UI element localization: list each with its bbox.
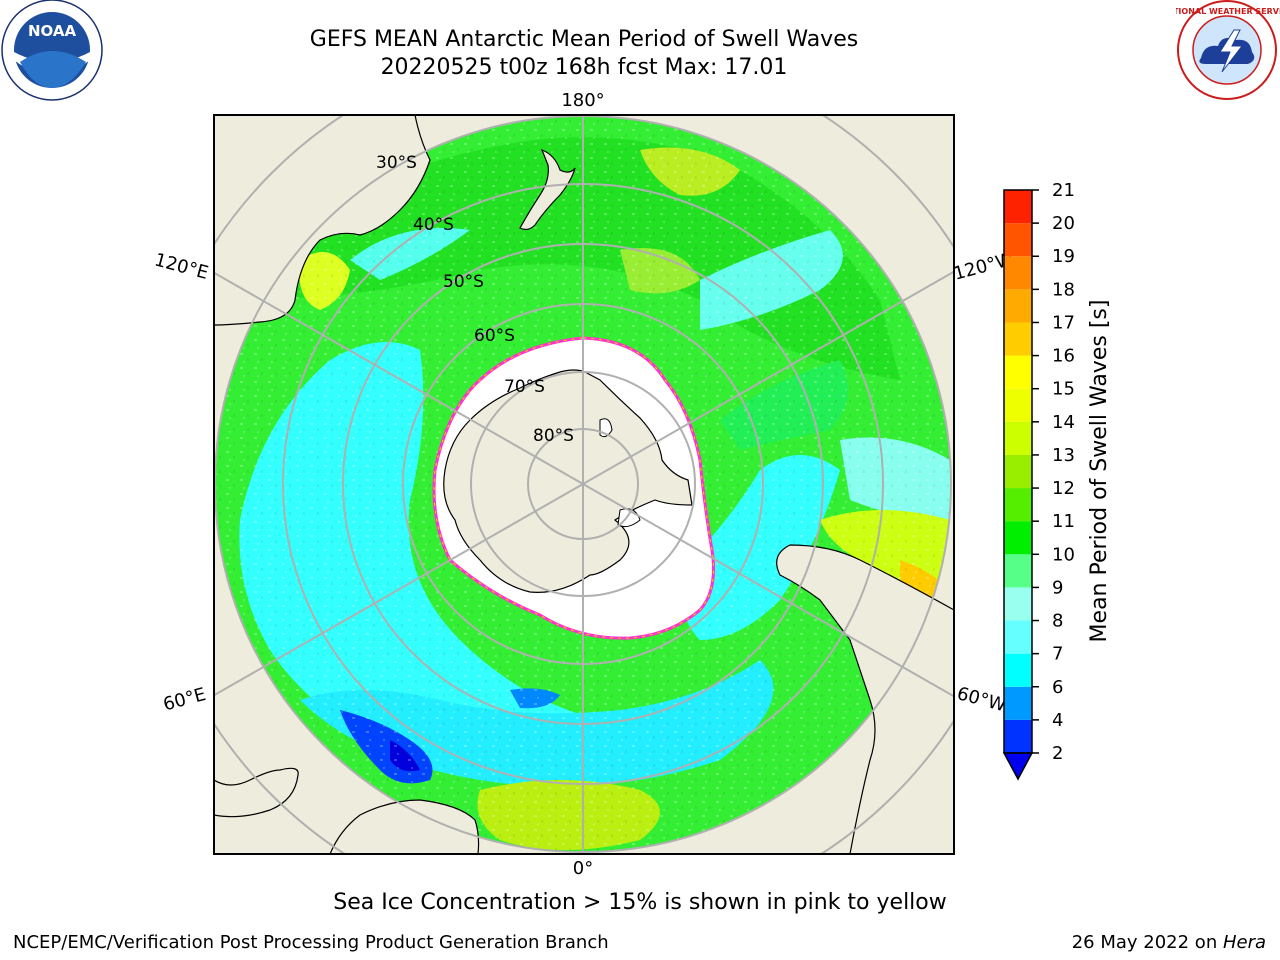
date-credit-text: 26 May 2022 on	[1071, 932, 1223, 953]
colorbar-label: Mean Period of Swell Waves [s]	[1087, 300, 1112, 643]
colorbar-segment	[1004, 421, 1032, 455]
colorbar-segment	[1004, 686, 1032, 720]
producer-credit: NCEP/EMC/Verification Post Processing Pr…	[13, 932, 609, 953]
africa-land	[329, 799, 480, 854]
map-title: GEFS MEAN Antarctic Mean Period of Swell…	[309, 27, 859, 52]
lon-label-60e: 60°E	[161, 684, 208, 715]
colorbar-tick-label: 2	[1052, 743, 1063, 764]
colorbar-segment	[1004, 554, 1032, 588]
colorbar-segment	[1004, 521, 1032, 555]
south-america-land	[776, 544, 954, 854]
new-zealand-land	[519, 148, 576, 231]
lat-label-40s: 40°S	[413, 215, 454, 235]
colorbar-tick-label: 20	[1052, 213, 1075, 234]
colorbar-tick-label: 17	[1052, 312, 1075, 333]
svg-text:NOAA: NOAA	[28, 22, 77, 40]
colorbar-segment	[1004, 653, 1032, 687]
sea-ice-edge-yellow	[433, 337, 714, 639]
lon-label-0: 0°	[573, 858, 593, 879]
colorbar-tick-label: 16	[1052, 346, 1075, 367]
colorbar-frame	[1003, 189, 1033, 754]
colorbar-tick-label: 12	[1052, 478, 1075, 499]
noaa-logo: NOAA	[1, 0, 103, 101]
map-subtitle: 20220525 t00z 168h fcst Max: 17.01	[380, 55, 788, 80]
lat-label-70s: 70°S	[504, 377, 545, 397]
lon-label-120e: 120°E	[152, 249, 210, 283]
australia-land	[214, 115, 431, 326]
lat-label-50s: 50°S	[443, 272, 484, 292]
colorbar-segment	[1004, 355, 1032, 389]
antarctica-land	[443, 369, 693, 593]
colorbar-tick-label: 4	[1052, 710, 1063, 731]
colorbar-tick-label: 9	[1052, 577, 1063, 598]
colorbar-segment	[1004, 388, 1032, 422]
map-frame-content: 30°S 40°S 50°S 60°S 70°S 80°S	[214, 115, 954, 854]
colorbar-segment	[1004, 256, 1032, 290]
colorbar-segment	[1004, 719, 1032, 753]
colorbar-segment	[1004, 322, 1032, 356]
svg-text:NATIONAL WEATHER SERVICE: NATIONAL WEATHER SERVICE	[1176, 7, 1280, 16]
madagascar-land	[214, 767, 299, 818]
colorbar-tick-label: 7	[1052, 644, 1063, 665]
colorbar-segment	[1004, 289, 1032, 323]
colorbar-tick-label: 14	[1052, 412, 1075, 433]
colorbar-tick-label: 6	[1052, 677, 1063, 698]
map-frame	[213, 114, 955, 855]
colorbar-tick-label: 19	[1052, 246, 1075, 267]
colorbar-segment	[1004, 488, 1032, 522]
national-weather-service-logo: NATIONAL WEATHER SERVICE	[1176, 0, 1280, 100]
latitude-labels: 30°S 40°S 50°S 60°S 70°S 80°S	[376, 153, 574, 446]
colorbar-extend-arrow	[1002, 752, 1034, 781]
colorbar: 2 4 6 7 8 9 10 11 12 13 14 15 16 17 18 19 20 21	[1002, 180, 1075, 781]
machine-name: Hera	[1222, 932, 1266, 953]
lat-label-80s: 80°S	[533, 426, 574, 446]
lat-label-30s: 30°S	[376, 153, 417, 173]
colorbar-tick-label: 10	[1052, 544, 1075, 565]
colorbar-tick-label: 13	[1052, 445, 1075, 466]
lon-label-60w: 60°W	[955, 683, 1009, 716]
colorbar-tick-label: 18	[1052, 279, 1075, 300]
colorbar-segment	[1004, 620, 1032, 654]
lat-label-60s: 60°S	[474, 326, 515, 346]
colorbar-tick-label: 15	[1052, 379, 1075, 400]
lon-label-180: 180°	[561, 90, 604, 111]
date-credit: 26 May 2022 on Hera	[1072, 932, 1266, 953]
colorbar-segment	[1004, 223, 1032, 257]
colorbar-tick-label: 8	[1052, 611, 1063, 632]
colorbar-segment	[1004, 454, 1032, 489]
sea-ice-note: Sea Ice Concentration > 15% is shown in …	[333, 890, 947, 915]
colorbar-tick-label: 11	[1052, 511, 1075, 532]
colorbar-segment	[1004, 587, 1032, 621]
colorbar-tick-label: 21	[1052, 180, 1075, 201]
colorbar-segment	[1004, 190, 1032, 224]
